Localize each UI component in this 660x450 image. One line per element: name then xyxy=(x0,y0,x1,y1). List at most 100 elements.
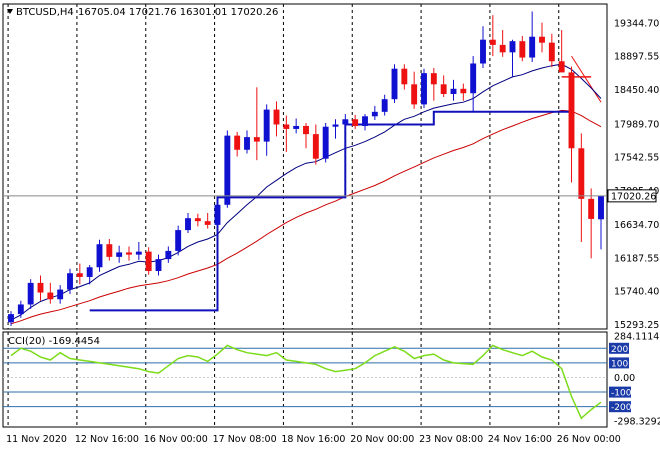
candle-body xyxy=(499,44,506,53)
candle-body xyxy=(76,273,83,277)
candle-body xyxy=(96,244,103,268)
price-axis: 19344.70 18897.55 18450.40 17989.70 1754… xyxy=(614,19,659,331)
candle-body xyxy=(253,137,260,142)
candle-body xyxy=(578,148,585,199)
candle-body xyxy=(86,267,93,277)
candle-body xyxy=(57,289,64,300)
candle-body xyxy=(175,230,182,251)
current-price-tag: 17020.26 xyxy=(607,189,657,203)
candle-body xyxy=(470,63,477,94)
candle-body xyxy=(548,42,555,62)
trailing-stop-line xyxy=(89,76,592,312)
time-label: 26 Nov 00:00 xyxy=(557,434,621,445)
candle-body xyxy=(411,84,418,105)
price-label: 15740.40 xyxy=(614,287,659,298)
candle-body xyxy=(67,273,73,290)
ma-fast-series xyxy=(10,63,602,321)
time-label: 16 Nov 00:00 xyxy=(144,434,208,445)
time-label: 18 Nov 16:00 xyxy=(281,434,345,445)
cci-line xyxy=(10,344,602,420)
candle-body xyxy=(509,41,516,53)
candle-body xyxy=(185,218,191,231)
cci-level-200-label: 200 xyxy=(611,345,628,355)
candle-body xyxy=(342,119,349,125)
time-label: 23 Nov 08:00 xyxy=(419,434,483,445)
current-price-value: 17020.26 xyxy=(611,191,656,202)
cci-indicator-label: CCI(20) -169.4454 xyxy=(8,336,100,347)
candle-body xyxy=(224,135,231,205)
candle-body xyxy=(273,109,280,125)
candle-body xyxy=(558,61,565,73)
price-label: 17542.55 xyxy=(614,153,659,164)
candle-body xyxy=(322,126,329,159)
cci-level-minus-100-label: -100 xyxy=(611,389,632,399)
stop-line-series xyxy=(89,110,572,312)
candle-body xyxy=(480,39,486,64)
candle-body xyxy=(303,125,309,135)
cci-axis: 284.1114 200 100 0.00 -100 -200 -298.329… xyxy=(609,332,660,428)
time-label: 17 Nov 08:00 xyxy=(213,434,277,445)
candle-body xyxy=(8,314,14,323)
candle-body xyxy=(37,282,44,293)
candle-body xyxy=(362,116,368,126)
time-label: 12 Nov 16:00 xyxy=(75,434,139,445)
candle-body xyxy=(519,41,526,58)
cci-max-label: 284.1114 xyxy=(614,332,659,343)
candle-body xyxy=(460,88,467,94)
candle-body xyxy=(401,68,408,85)
candle-body xyxy=(539,36,545,43)
candle-body xyxy=(381,99,388,112)
candle-body xyxy=(283,124,290,129)
candle-body xyxy=(529,36,536,58)
candle-body xyxy=(588,198,595,219)
price-label: 18450.40 xyxy=(614,85,659,96)
candle-body xyxy=(17,304,24,315)
candle-body xyxy=(263,109,270,142)
ohlc-values: 16705.04 17021.76 16301.01 17020.26 xyxy=(78,7,278,18)
time-label: 20 Nov 00:00 xyxy=(350,434,414,445)
symbol-label: BTCUSD,H4 xyxy=(16,7,74,18)
candle-body xyxy=(450,88,457,94)
candle-body xyxy=(598,195,604,220)
price-label: 18897.55 xyxy=(614,52,659,63)
slow-moving-average xyxy=(10,55,602,325)
candle-body xyxy=(312,134,319,159)
time-label: 11 Nov 2020 xyxy=(6,434,67,445)
candle-body xyxy=(194,218,201,222)
candle-body xyxy=(440,84,447,94)
candle-body xyxy=(135,251,142,255)
candle-body xyxy=(293,125,300,129)
candle-body xyxy=(430,73,437,85)
cci-series xyxy=(10,344,602,420)
candle-body xyxy=(116,252,123,257)
candle-body xyxy=(568,72,575,149)
candle-body xyxy=(155,259,162,271)
candle-body xyxy=(371,111,378,117)
candle-body xyxy=(489,39,496,45)
ma-slow-series xyxy=(10,109,602,325)
cci-level-100-label: 100 xyxy=(611,359,628,369)
cci-level-minus-200-label: -200 xyxy=(611,403,632,413)
candle-body xyxy=(126,252,132,255)
vertical-grid xyxy=(7,4,560,427)
fast-moving-average xyxy=(10,63,602,321)
candle-body xyxy=(145,251,152,271)
price-label: 15293.25 xyxy=(614,320,659,331)
time-label: 24 Nov 16:00 xyxy=(488,434,552,445)
candle-body xyxy=(106,244,113,257)
price-label: 16634.70 xyxy=(614,220,659,231)
time-axis: 11 Nov 2020 12 Nov 16:00 16 Nov 00:00 17… xyxy=(6,434,621,445)
candle-body xyxy=(204,221,211,225)
cci-zero-label: 0.00 xyxy=(614,373,635,384)
price-chart-area[interactable] xyxy=(2,3,608,330)
candle-body xyxy=(214,204,221,225)
triangle-down-icon[interactable] xyxy=(7,9,13,14)
candle-body xyxy=(391,68,398,100)
candlesticks xyxy=(8,11,604,327)
price-label: 16187.55 xyxy=(614,253,659,264)
candle-body xyxy=(47,292,54,300)
price-label: 19344.70 xyxy=(614,19,659,30)
cci-min-label: -298.3292 xyxy=(614,417,660,428)
price-label: 17989.70 xyxy=(614,119,659,130)
